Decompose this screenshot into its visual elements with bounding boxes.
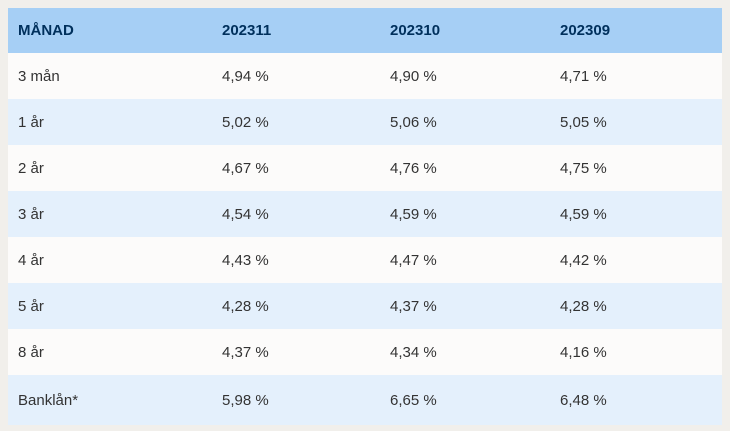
row-label: 3 mån (18, 67, 60, 85)
rate-value: 4,59 % (560, 205, 607, 223)
row-label: 4 år (18, 251, 44, 269)
rate-value: 5,06 % (390, 113, 437, 131)
rate-value: 4,47 % (390, 251, 437, 269)
row-label: 5 år (18, 297, 44, 315)
rate-value: 4,43 % (222, 251, 269, 269)
row-label: 2 år (18, 159, 44, 177)
column-header-202309: 202309 (560, 22, 611, 39)
table-row: Banklån* 5,98 % 6,65 % 6,48 % (8, 375, 722, 425)
rate-value: 4,90 % (390, 67, 437, 85)
rate-value: 4,37 % (222, 343, 269, 361)
rate-value: 4,54 % (222, 205, 269, 223)
row-label: 1 år (18, 113, 44, 131)
row-label: 8 år (18, 343, 44, 361)
table-row: 4 år 4,43 % 4,47 % 4,42 % (8, 237, 722, 283)
rate-value: 4,59 % (390, 205, 437, 223)
rate-value: 4,71 % (560, 67, 607, 85)
table-body: 3 mån 4,94 % 4,90 % 4,71 % 1 år 5,02 % 5,06 % 5… (8, 53, 722, 425)
rate-value: 4,16 % (560, 343, 607, 361)
rate-value: 4,94 % (222, 67, 269, 85)
rate-value: 4,28 % (222, 297, 269, 315)
row-label: Banklån* (18, 391, 79, 409)
column-header-202310: 202310 (390, 22, 441, 39)
rate-value: 4,42 % (560, 251, 607, 269)
table-row: 5 år 4,28 % 4,37 % 4,28 % (8, 283, 722, 329)
column-header-202311: 202311 (222, 22, 272, 39)
rate-value: 4,28 % (560, 297, 607, 315)
rate-value: 4,76 % (390, 159, 437, 177)
rate-value: 4,34 % (390, 343, 437, 361)
rate-value: 5,98 % (222, 391, 269, 409)
table-header-row: MÅNAD 202311 202310 202309 (8, 8, 722, 53)
rate-value: 4,67 % (222, 159, 269, 177)
rate-value: 4,37 % (390, 297, 437, 315)
table-row: 3 mån 4,94 % 4,90 % 4,71 % (8, 53, 722, 99)
table-row: 3 år 4,54 % 4,59 % 4,59 % (8, 191, 722, 237)
table-row: 8 år 4,37 % 4,34 % 4,16 % (8, 329, 722, 375)
rate-value: 5,02 % (222, 113, 269, 131)
rate-value: 6,65 % (390, 391, 437, 409)
row-label: 3 år (18, 205, 44, 223)
interest-rates-table: MÅNAD 202311 202310 202309 3 mån 4,94 % 4,… (8, 8, 722, 425)
rate-value: 6,48 % (560, 391, 607, 409)
rate-value: 5,05 % (560, 113, 607, 131)
table-row: 1 år 5,02 % 5,06 % 5,05 % (8, 99, 722, 145)
column-header-period: MÅNAD (18, 22, 74, 39)
rate-value: 4,75 % (560, 159, 607, 177)
table-row: 2 år 4,67 % 4,76 % 4,75 % (8, 145, 722, 191)
